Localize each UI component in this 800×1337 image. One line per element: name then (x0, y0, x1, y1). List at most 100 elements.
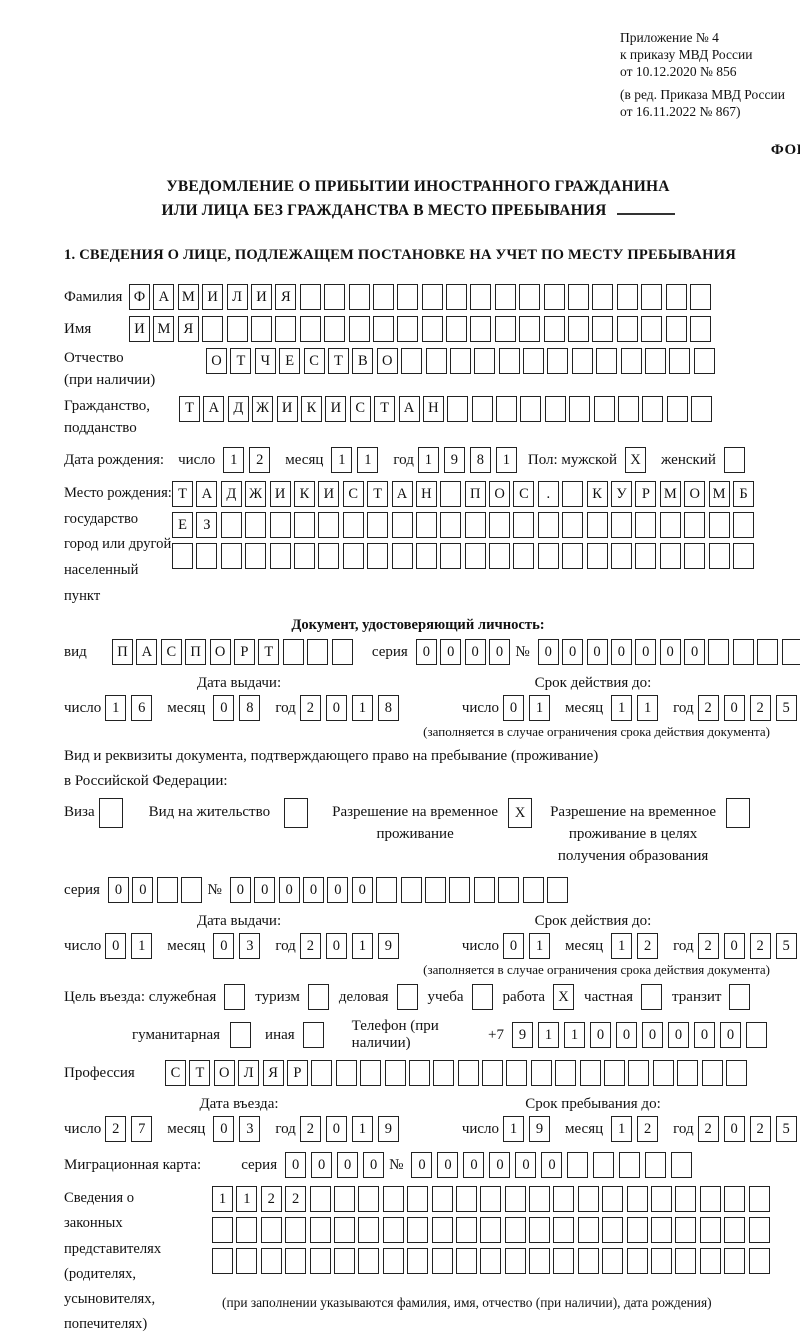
char-box[interactable] (333, 1186, 355, 1213)
char-box[interactable] (675, 1217, 697, 1244)
char-box[interactable]: Д (227, 395, 249, 422)
char-box[interactable]: 0 (213, 1116, 235, 1143)
purpose-official-checkbox[interactable] (224, 984, 246, 1011)
char-box[interactable]: 0 (489, 639, 511, 666)
char-box[interactable]: 0 (213, 933, 235, 960)
char-box[interactable] (651, 1248, 673, 1275)
char-box[interactable] (641, 316, 663, 343)
char-box[interactable] (748, 1248, 770, 1275)
char-box[interactable]: 3 (239, 1116, 261, 1143)
char-box[interactable] (455, 1217, 477, 1244)
char-box[interactable] (181, 877, 203, 904)
char-box[interactable] (724, 1248, 746, 1275)
char-box[interactable] (401, 348, 423, 375)
char-box[interactable] (275, 316, 297, 343)
char-box[interactable] (400, 877, 422, 904)
purpose-tourism-checkbox[interactable] (307, 984, 329, 1011)
char-box[interactable]: Л (238, 1060, 260, 1087)
char-box[interactable]: 0 (337, 1152, 359, 1179)
char-box[interactable]: 2 (299, 695, 321, 722)
char-box[interactable] (748, 1186, 770, 1213)
char-box[interactable] (757, 639, 779, 666)
char-box[interactable] (611, 512, 633, 539)
char-box[interactable] (372, 316, 394, 343)
char-box[interactable] (619, 1152, 641, 1179)
char-box[interactable]: 1 (529, 695, 551, 722)
char-box[interactable] (220, 543, 242, 570)
char-box[interactable]: 0 (537, 639, 559, 666)
char-box[interactable] (699, 1248, 721, 1275)
char-box[interactable] (407, 1186, 429, 1213)
char-box[interactable] (307, 639, 329, 666)
char-box[interactable] (382, 1248, 404, 1275)
char-box[interactable] (641, 284, 663, 311)
char-box[interactable] (324, 316, 346, 343)
char-box[interactable] (586, 512, 608, 539)
char-box[interactable] (577, 1248, 599, 1275)
char-box[interactable] (562, 481, 584, 508)
char-box[interactable] (577, 1217, 599, 1244)
char-box[interactable] (596, 348, 618, 375)
char-box[interactable]: Е (279, 348, 301, 375)
char-box[interactable] (407, 1217, 429, 1244)
char-box[interactable] (424, 877, 446, 904)
char-box[interactable] (504, 1217, 526, 1244)
char-box[interactable]: 0 (229, 877, 251, 904)
char-box[interactable]: 0 (325, 1116, 347, 1143)
char-box[interactable]: А (196, 481, 218, 508)
char-box[interactable]: 1 (236, 1186, 258, 1213)
char-box[interactable] (309, 1248, 331, 1275)
char-box[interactable] (447, 395, 469, 422)
char-box[interactable] (693, 348, 715, 375)
char-box[interactable]: 0 (720, 1022, 741, 1049)
char-box[interactable] (635, 543, 657, 570)
char-box[interactable]: И (129, 316, 150, 343)
char-box[interactable] (382, 1217, 404, 1244)
char-box[interactable] (309, 1217, 331, 1244)
char-box[interactable]: 7 (131, 1116, 153, 1143)
char-box[interactable] (746, 1022, 767, 1049)
char-box[interactable] (384, 1060, 406, 1087)
char-box[interactable] (519, 284, 541, 311)
char-box[interactable] (367, 543, 389, 570)
purpose-other-checkbox[interactable] (302, 1022, 324, 1049)
char-box[interactable]: 2 (697, 1116, 719, 1143)
char-box[interactable] (529, 1248, 551, 1275)
char-box[interactable]: 0 (278, 877, 300, 904)
char-box[interactable]: 1 (131, 933, 153, 960)
char-box[interactable] (699, 1186, 721, 1213)
sex-female-checkbox[interactable] (723, 447, 745, 474)
char-box[interactable] (577, 1186, 599, 1213)
char-box[interactable] (689, 284, 711, 311)
char-box[interactable] (569, 395, 591, 422)
char-box[interactable]: 0 (363, 1152, 385, 1179)
char-box[interactable] (489, 512, 511, 539)
char-box[interactable] (464, 543, 486, 570)
char-box[interactable]: 8 (469, 447, 491, 474)
char-box[interactable]: 1 (538, 1022, 559, 1049)
char-box[interactable] (421, 284, 443, 311)
char-box[interactable]: 1 (495, 447, 517, 474)
char-box[interactable]: 0 (411, 1152, 433, 1179)
char-box[interactable]: О (213, 1060, 235, 1087)
char-box[interactable] (579, 1060, 601, 1087)
purpose-study-checkbox[interactable] (471, 984, 493, 1011)
char-box[interactable]: 8 (377, 695, 399, 722)
char-box[interactable]: Ж (245, 481, 267, 508)
char-box[interactable]: 0 (668, 1022, 689, 1049)
char-box[interactable]: И (250, 284, 272, 311)
char-box[interactable]: 0 (254, 877, 276, 904)
char-box[interactable]: В (352, 348, 374, 375)
char-box[interactable] (562, 512, 584, 539)
char-box[interactable] (470, 316, 492, 343)
char-box[interactable]: 0 (635, 639, 657, 666)
char-box[interactable]: С (303, 348, 325, 375)
char-box[interactable]: Б (732, 481, 754, 508)
char-box[interactable] (616, 316, 638, 343)
char-box[interactable] (440, 512, 462, 539)
char-box[interactable]: 1 (564, 1022, 585, 1049)
char-box[interactable]: С (160, 639, 182, 666)
char-box[interactable]: 0 (325, 933, 347, 960)
char-box[interactable]: 0 (302, 877, 324, 904)
char-box[interactable] (506, 1060, 528, 1087)
